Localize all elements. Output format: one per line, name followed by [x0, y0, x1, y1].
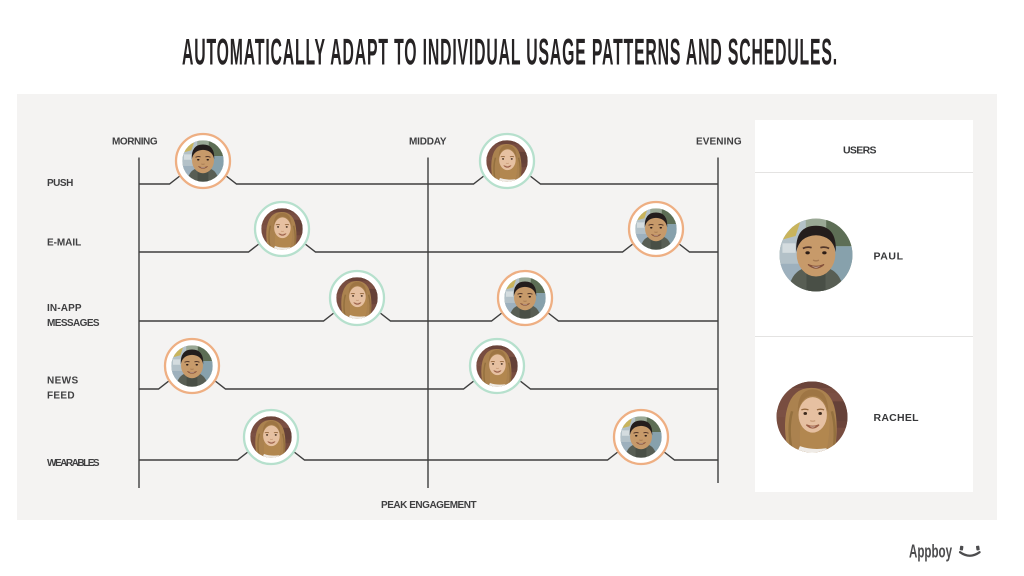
svg-text:MIDDAY: MIDDAY	[409, 137, 447, 148]
svg-text:E-MAIL: E-MAIL	[47, 237, 82, 248]
svg-text:IN-APP: IN-APP	[47, 303, 82, 314]
svg-text:MORNING: MORNING	[112, 137, 158, 148]
svg-text:MESSAGES: MESSAGES	[47, 318, 100, 329]
svg-text:PUSH: PUSH	[47, 178, 74, 189]
svg-text:PAUL: PAUL	[874, 251, 906, 263]
svg-text:RACHEL: RACHEL	[874, 412, 922, 424]
svg-text:PEAK ENGAGEMENT: PEAK ENGAGEMENT	[381, 500, 477, 511]
svg-text:NEWS: NEWS	[47, 375, 79, 386]
svg-text:AUTOMATICALLY ADAPT TO INDIVID: AUTOMATICALLY ADAPT TO INDIVIDUAL USAGE …	[182, 32, 838, 73]
svg-text:USERS: USERS	[843, 144, 879, 156]
svg-text:WEARABLES: WEARABLES	[47, 458, 100, 469]
svg-text:EVENING: EVENING	[696, 137, 742, 148]
svg-text:FEED: FEED	[47, 391, 75, 402]
svg-text:Appboy: Appboy	[909, 541, 952, 562]
